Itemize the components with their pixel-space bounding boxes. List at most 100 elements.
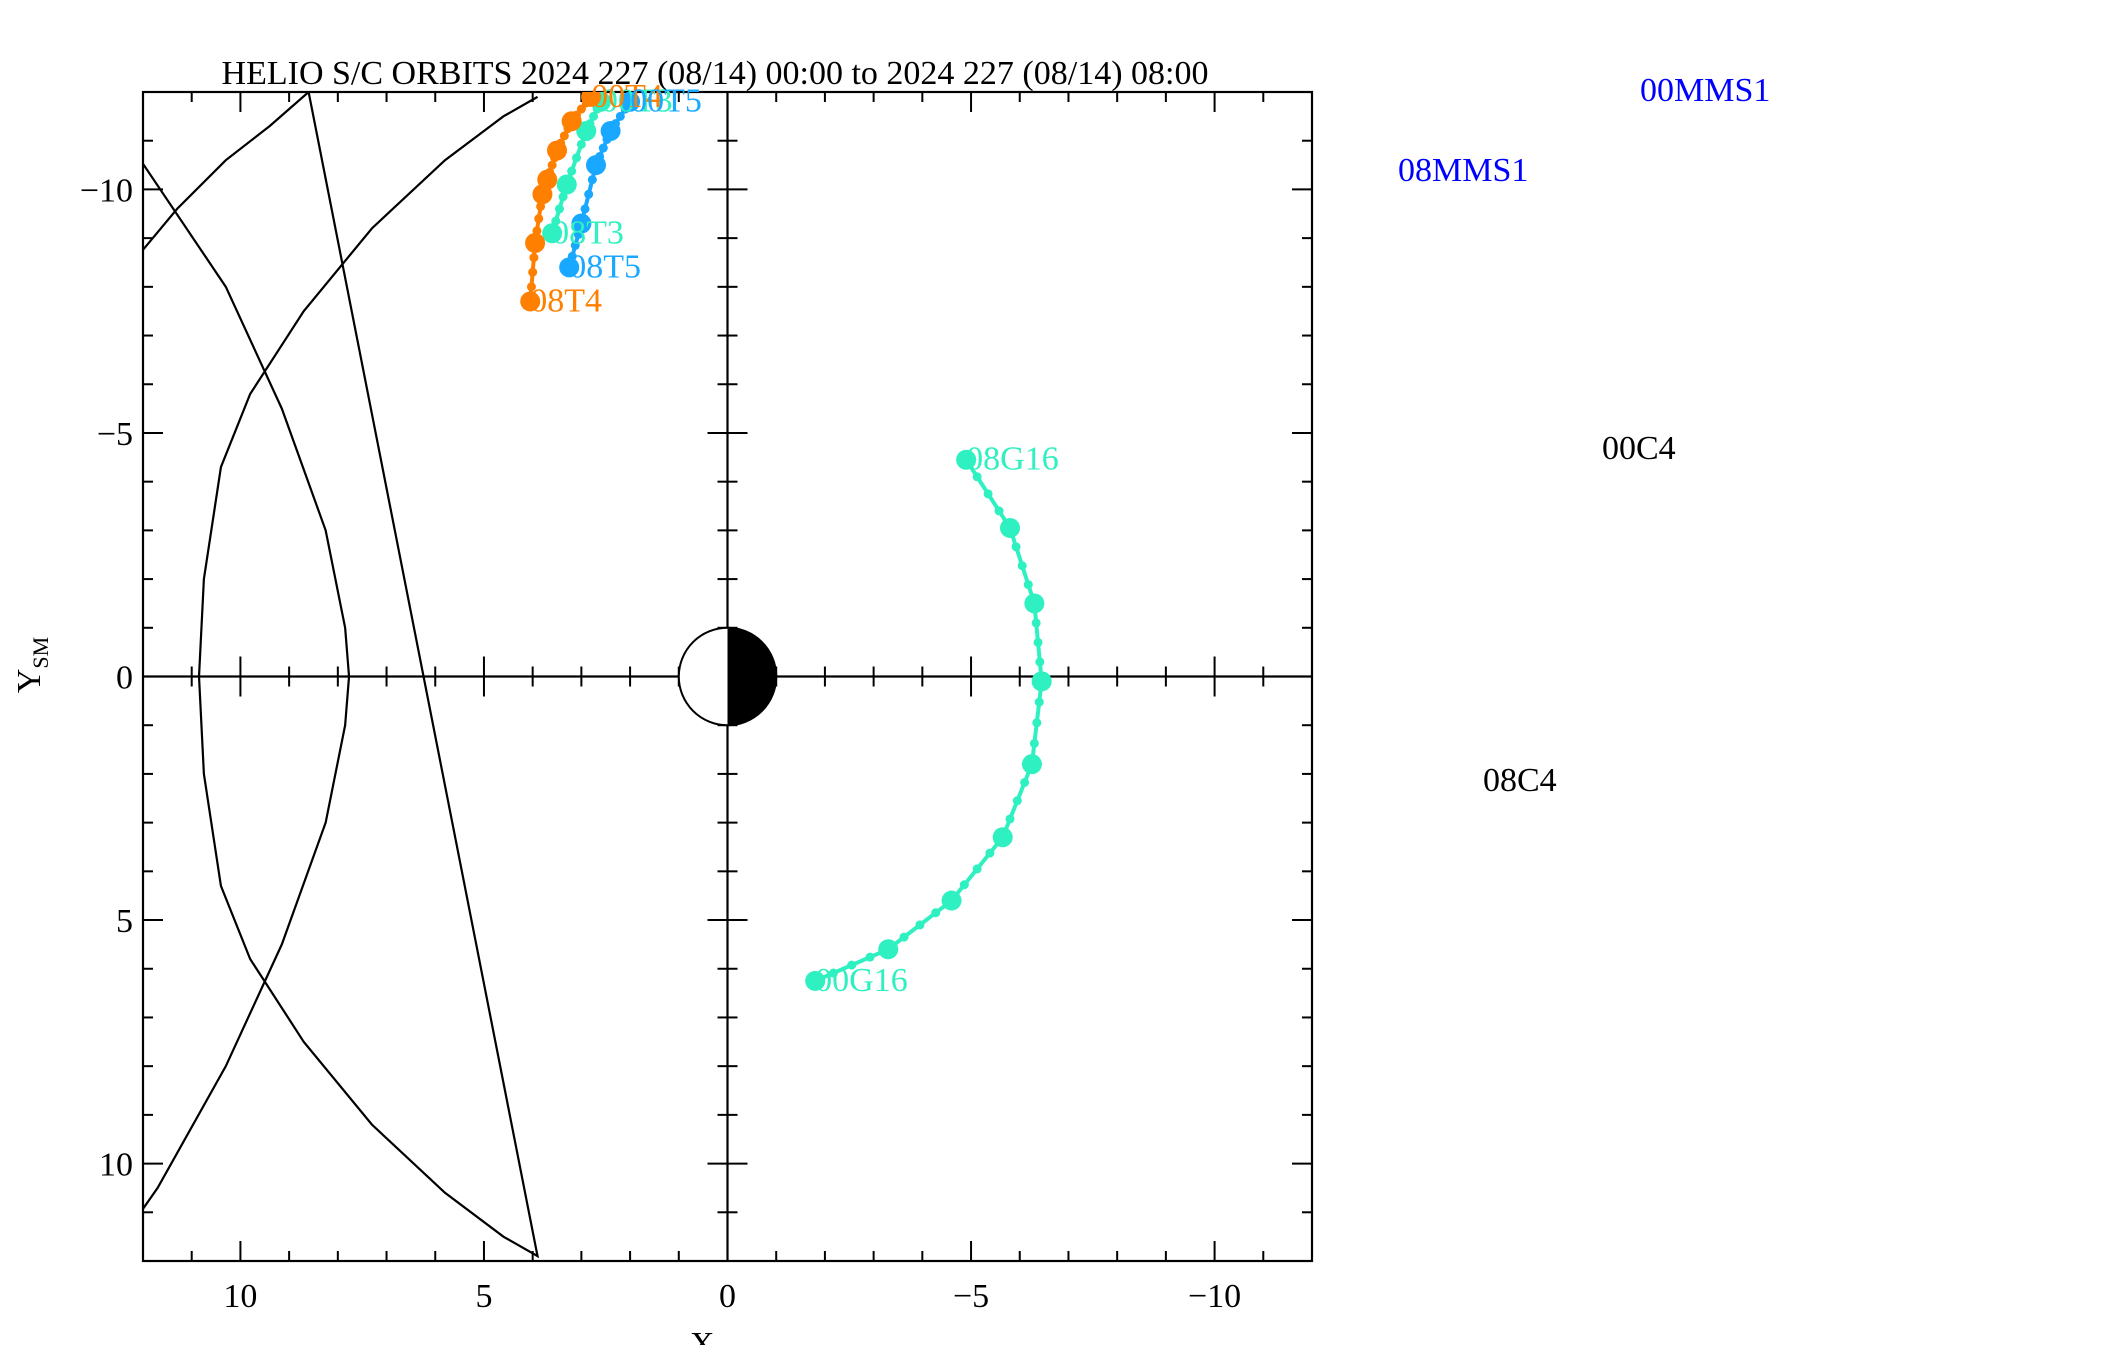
- T3-start-label: 00T3: [601, 83, 673, 120]
- G16-hour-point: [1021, 754, 1042, 775]
- T3-minor-point: [567, 166, 577, 176]
- T4-minor-point: [547, 160, 557, 170]
- G16-minor-point: [1029, 738, 1039, 748]
- G16-minor-point: [1011, 542, 1021, 552]
- T5-minor-point: [580, 204, 590, 214]
- G16-minor-point: [1020, 777, 1030, 787]
- T4-minor-point: [559, 131, 569, 141]
- T3-minor-point: [576, 139, 586, 149]
- earth-night-side: [727, 627, 777, 726]
- offscale-labels: 00MMS1 08MMS1 00C4 08C4: [1398, 72, 1770, 799]
- offscale-label: 00C4: [1602, 430, 1676, 467]
- T5-minor-point: [584, 189, 594, 199]
- G16-minor-point: [899, 932, 909, 942]
- x-tick-label: −10: [1188, 1278, 1241, 1315]
- T3-hour-point: [576, 120, 597, 141]
- x-tick-label: −5: [953, 1278, 989, 1315]
- T3-minor-point: [589, 111, 599, 121]
- T4-minor-point: [576, 104, 586, 114]
- G16-minor-point: [985, 848, 995, 858]
- plot-area: 10 5 0 −5 −10 −10 −5 0 5 10 00G16 08G16 00T3 08T3 00T4…: [80, 78, 1314, 1315]
- G16-minor-point: [972, 472, 982, 482]
- G16-minor-point: [983, 489, 993, 499]
- T4-start-label: 00T4: [591, 78, 663, 115]
- G16-minor-point: [1034, 697, 1044, 707]
- T4-hour-point: [525, 232, 546, 253]
- T5-end-label: 08T5: [569, 248, 641, 285]
- G16-end-label: 08G16: [966, 441, 1059, 478]
- T5-hour-point: [620, 92, 641, 112]
- orbit-series: [520, 92, 1052, 991]
- G16-hour-point: [941, 890, 962, 911]
- T5-minor-point: [615, 111, 625, 121]
- T5-hour-point: [585, 155, 606, 176]
- G16-minor-point: [1033, 637, 1043, 647]
- y-axis-label-main: Y: [11, 669, 48, 694]
- G16-hour-point: [1000, 517, 1021, 538]
- T4-minor-point: [534, 214, 544, 224]
- G16-minor-point: [959, 880, 969, 890]
- offscale-label: 08C4: [1483, 762, 1557, 799]
- T4-hour-point: [532, 184, 553, 205]
- offscale-label: 00MMS1: [1640, 72, 1770, 109]
- T5-minor-point: [587, 175, 597, 185]
- T5-minor-point: [598, 143, 608, 153]
- G16-hour-point: [878, 939, 899, 960]
- T4-minor-point: [526, 282, 536, 292]
- boundary-curves: [143, 92, 540, 1259]
- offscale-label: 08MMS1: [1398, 152, 1528, 189]
- T3-minor-point: [558, 192, 568, 202]
- T4-hour-point: [520, 291, 541, 312]
- y-tick-label: −5: [97, 416, 133, 453]
- T3-hour-point: [542, 223, 563, 244]
- x-tick-label: 5: [475, 1278, 492, 1315]
- T4-hour-point: [547, 140, 568, 161]
- G16-hour-point: [805, 970, 826, 991]
- G16-minor-point: [865, 952, 875, 962]
- G16-minor-point: [994, 506, 1004, 516]
- G16-minor-point: [1012, 796, 1022, 806]
- y-tick-label: 10: [99, 1147, 133, 1184]
- T4-hour-point: [581, 92, 602, 107]
- G16-minor-point: [847, 960, 857, 970]
- y-axis-label-sub: SM: [28, 637, 53, 669]
- G16-hour-point: [1024, 593, 1045, 614]
- svg-text:XSM: XSM: [690, 1326, 746, 1345]
- y-tick-label: −10: [80, 172, 133, 209]
- x-tick-label: 10: [223, 1278, 257, 1315]
- G16-minor-point: [1035, 657, 1045, 667]
- T5-hour-point: [600, 120, 621, 141]
- bow-shock-curve: [143, 92, 540, 1259]
- T3-minor-point: [554, 204, 564, 214]
- G16-minor-point: [915, 920, 925, 930]
- T5-hour-point: [571, 213, 592, 234]
- T3-minor-point: [551, 216, 561, 226]
- T3-minor-point: [572, 153, 582, 163]
- x-axis-label-sub: SM: [714, 1343, 746, 1345]
- G16-orbit-line: [814, 458, 1044, 983]
- x-axis-label: XSM: [690, 1326, 746, 1345]
- x-tick-label: 0: [719, 1278, 736, 1315]
- T4-minor-point: [529, 253, 539, 263]
- y-tick-label: 5: [116, 903, 133, 940]
- svg-text:YSM: YSM: [11, 637, 53, 693]
- T4-minor-point: [528, 267, 538, 277]
- T4-end-label: 08T4: [530, 282, 602, 319]
- G16-hour-point: [992, 827, 1013, 848]
- G16-minor-point: [1005, 814, 1015, 824]
- G16-start-label: 00G16: [815, 962, 908, 999]
- T3-hour-point: [556, 174, 577, 195]
- T5-hour-point: [559, 257, 580, 278]
- G16-minor-point: [1032, 718, 1042, 728]
- T5-start-label: 00T5: [630, 83, 702, 120]
- chart-title: HELIO S/C ORBITS 2024 227 (08/14) 00:00 …: [222, 55, 1209, 92]
- G16-hour-point: [956, 449, 977, 470]
- magnetopause-curve: [143, 161, 351, 1211]
- y-tick-label: 0: [116, 660, 133, 697]
- G16-minor-point: [972, 864, 982, 874]
- G16-minor-point: [1023, 580, 1033, 590]
- G16-minor-point: [931, 908, 941, 918]
- T5-minor-point: [570, 240, 580, 250]
- orbit-labels: 00G16 08G16 00T3 08T3 00T4 08T4 00T5 08T5: [530, 78, 1059, 999]
- x-axis-label-main: X: [690, 1326, 715, 1345]
